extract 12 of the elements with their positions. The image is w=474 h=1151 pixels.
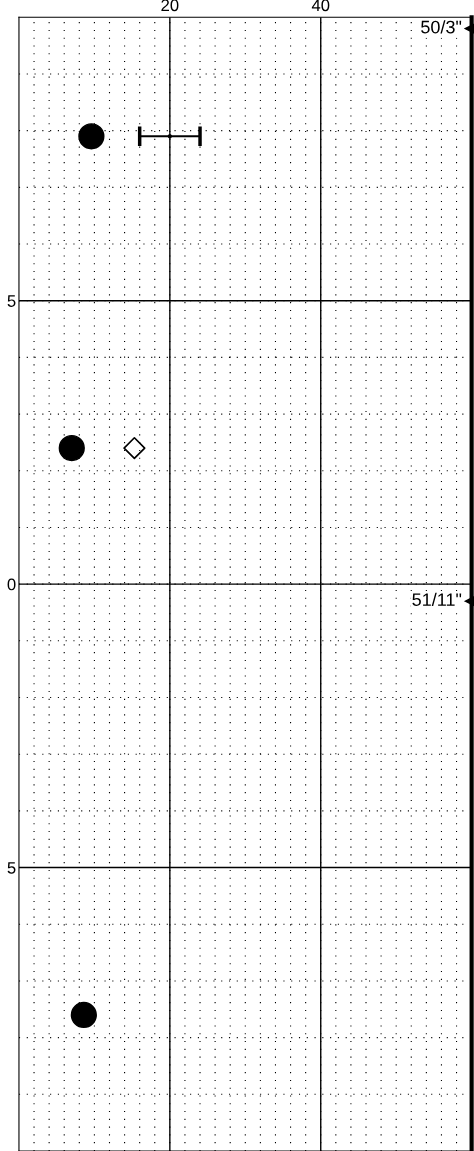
point [167, 134, 173, 139]
y-tick-label: 5 [7, 862, 16, 874]
point [58, 434, 85, 462]
point [78, 123, 105, 150]
annotation: 51/11" [412, 592, 462, 606]
y-tick-label: 5 [7, 295, 16, 307]
y-tick-label: 0 [7, 578, 16, 591]
annotation: 50/3" [421, 20, 462, 34]
x-tick-label: 20 [161, 0, 179, 12]
point [123, 436, 146, 460]
x-tick-label: 40 [311, 0, 330, 12]
point [70, 1001, 97, 1029]
